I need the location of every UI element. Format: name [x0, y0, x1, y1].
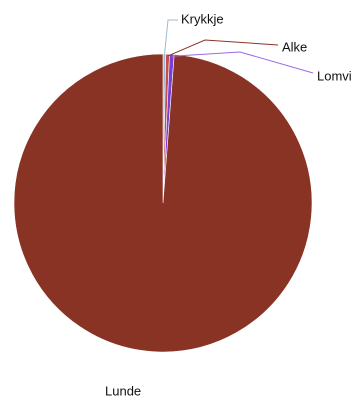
slice-label-alke: Alke: [282, 39, 307, 54]
pie-slices: [13, 53, 313, 353]
leader-lines: [163, 19, 314, 74]
slice-label-lunde: Lunde: [105, 383, 141, 398]
leader-line-alke: [167, 39, 279, 57]
pie-slice-lunde: [13, 53, 313, 353]
leader-line-krykkje: [163, 19, 178, 57]
slice-label-lomvi: Lomvi: [317, 68, 352, 83]
slice-labels: Krykkje Alke Lomvi Lunde: [105, 11, 352, 398]
leader-line-lomvi: [171, 51, 314, 74]
slice-label-krykkje: Krykkje: [181, 11, 224, 26]
